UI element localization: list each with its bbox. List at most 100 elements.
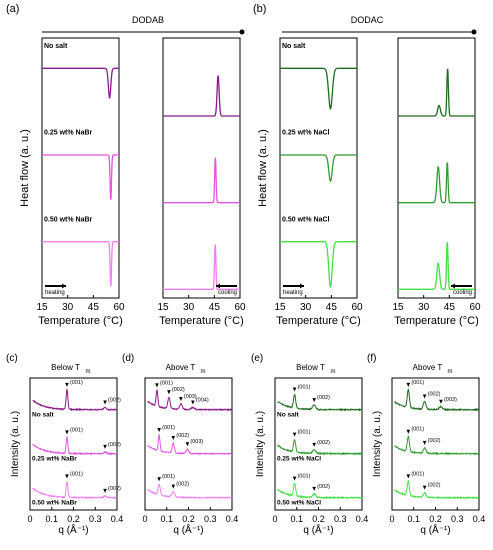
e-xtick-label: 0 [272,514,277,524]
b-heating-xtick-label: 15 [274,302,286,313]
e-series-name: 0.25 wt% NaCl [277,456,321,463]
b-heating-series-name: 0.25 wt% NaCl [282,130,330,137]
c-xtick-label: 0.2 [67,514,80,524]
b-cooling-series-line [398,162,475,204]
a-cooling-series-line [163,244,240,290]
f-title: Above T [413,363,443,372]
a-heating-series-name: No salt [44,43,68,50]
a-cooling-xlabel: Temperature (°C) [159,315,243,327]
e-peak-marker [312,442,316,447]
f-xtick-label: 0.2 [429,514,442,524]
c-peak-label: (002) [108,486,121,492]
d-peak-marker [171,484,176,489]
d-peak-marker [185,442,190,447]
b-heating-series-name: No salt [282,43,306,50]
a-cooling-series-line [163,157,240,204]
c-peak-label: (002) [108,398,121,404]
a-cooling-plot-frame [162,37,241,299]
b-cooling-xtick-label: 45 [444,302,456,313]
d-peak-marker [155,383,159,388]
f-peak-label: (001) [411,471,424,477]
b-cooling-xtick-label: 30 [418,302,430,313]
c-peak-label: (001) [70,380,83,386]
d-peak-marker [179,397,183,402]
c-peak-label: (001) [70,471,83,477]
c-peak-marker [103,400,107,405]
a-cooling-arrow-head [216,283,220,289]
f-xlabel: q (Å⁻¹) [420,523,450,536]
e-peak-marker [292,387,297,392]
f-peak-marker [422,440,427,445]
a-cooling-xtick-label: 30 [183,302,195,313]
d-panel-label: (d) [122,353,134,364]
e-series-name: 0.50 wt% NaCl [277,500,321,507]
b-cooling-plot-frame [397,37,476,299]
b-heating-ylabel: Heat flow (a. u.) [257,129,269,207]
charts: 15 30 45 60 Temperature (°C) Heat flow (a. u.… [6,37,485,536]
d-peak-marker [171,436,176,441]
f-peak-marker [439,399,443,404]
b-cooling-xlabel: Temperature (°C) [394,315,478,327]
d-xtick-label: 0.1 [160,514,173,524]
e-peak-label: (001) [298,474,311,480]
d-peak-label: (002) [176,433,189,439]
e-series-line [277,439,363,456]
c-series-name: No salt [32,412,55,419]
e-xtick-label: 0.4 [356,514,369,524]
c-xtick-label: 0.3 [89,514,102,524]
c-peak-marker [103,444,107,449]
b-heating-series-line [280,154,357,183]
d-peak-label: (003) [184,394,197,400]
d-peak-marker [191,400,195,405]
c-series-line [32,435,118,456]
c-xtick-label: 0 [27,514,32,524]
a-cooling-xtick-label: 60 [234,302,246,313]
b-cooling-xtick-label: 15 [392,302,404,313]
dodab-bar-end [239,29,245,35]
b-cooling-xtick-label: 60 [469,302,481,313]
e-series-name: No salt [277,412,300,419]
a-heating-series-name: 0.25 wt% NaBr [44,130,93,137]
d-peak-label: (002) [176,482,189,488]
e-peak-marker [292,476,297,481]
c-panel-label: (c) [6,353,18,364]
a-heating-xtick-label: 45 [88,302,100,313]
b-heating-xtick-label: 45 [326,302,338,313]
d-peak-marker [167,390,171,395]
e-peak-label: (001) [298,385,311,391]
e-peak-marker [312,398,316,403]
d-peak-label: (002) [172,387,185,393]
a-cooling-series-line [163,75,240,117]
b-heating-arrow-label: heating [283,290,303,296]
d-title-sub: m [201,369,206,375]
e-peak-label: (002) [317,440,330,446]
b-heating-plot-frame [279,37,358,299]
d-peak-marker [157,477,161,482]
e-xtick-label: 0.3 [334,514,347,524]
panel-a-label: (a) [6,3,19,15]
f-peak-marker [422,485,427,490]
f-peak-label: (002) [428,483,441,489]
a-heating-ylabel: Heat flow (a. u.) [19,129,31,207]
c-peak-label: (001) [70,427,83,433]
e-xtick-label: 0.1 [290,514,303,524]
f-peak-marker [406,429,411,434]
f-peak-label: (001) [411,427,424,433]
c-peak-marker [103,488,107,493]
b-cooling-series-line [398,68,475,117]
a-cooling-xtick-label: 45 [209,302,221,313]
a-cooling-arrow-label: cooling [218,290,237,296]
d-title: Above T [166,363,196,372]
e-peak-marker [292,432,297,437]
a-heating-xtick-label: 30 [62,302,74,313]
e-xtick-label: 0.2 [312,514,325,524]
f-series-line [394,434,480,456]
f-peak-marker [406,474,411,479]
dodac-title: DODAC [351,15,384,25]
d-xtick-label: 0.3 [204,514,217,524]
c-peak-marker [65,430,69,435]
a-heating-xtick-label: 60 [113,302,125,313]
f-title-sub: m [448,369,453,375]
c-xtick-label: 0.1 [45,514,58,524]
